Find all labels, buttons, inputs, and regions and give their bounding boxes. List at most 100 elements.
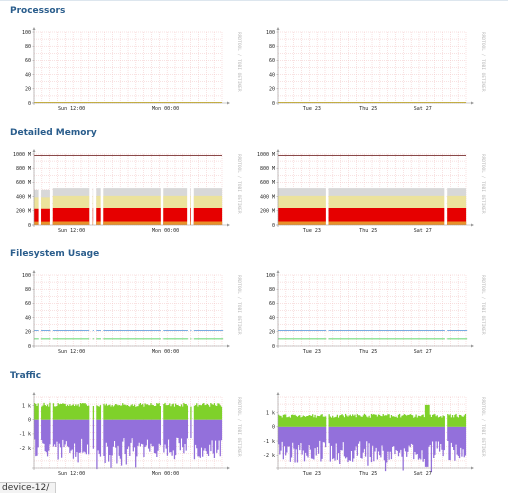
x-axis-arrow bbox=[227, 223, 230, 227]
x-axis-arrow bbox=[471, 466, 474, 470]
y-axis-arrow bbox=[276, 270, 280, 273]
grid bbox=[277, 274, 467, 347]
x-tick-label: Sat 27 bbox=[414, 106, 432, 112]
y-tick-label: 0 bbox=[272, 223, 275, 229]
y-axis-arrow bbox=[32, 270, 36, 273]
y-tick-label: 1000 M bbox=[13, 152, 31, 158]
grid bbox=[33, 31, 223, 104]
graph-canvas: 100 80 60 40 20 0 Tue 23 Thu 25 Sat 27 RRDTOOL / … bbox=[266, 270, 486, 355]
section-title-memory[interactable]: Detailed Memory bbox=[10, 128, 97, 138]
x-tick-label: Sat 27 bbox=[414, 349, 432, 355]
y-tick-label: 800 M bbox=[16, 166, 31, 172]
x-tick-label: Tue 23 bbox=[303, 349, 321, 355]
rrdtool-watermark: RRDTOOL / TOBI OETIKER bbox=[480, 154, 486, 214]
x-tick-label: Sun 12:00 bbox=[58, 471, 85, 477]
y-tick-label: 100 bbox=[266, 273, 275, 279]
grid bbox=[33, 274, 223, 347]
section-title-processors[interactable]: Processors bbox=[10, 6, 66, 16]
y-tick-label: 40 bbox=[25, 315, 31, 321]
y-tick-label: -2 k bbox=[263, 453, 275, 459]
x-tick-label: Thu 25 bbox=[359, 349, 377, 355]
y-tick-label: 1000 M bbox=[257, 152, 275, 158]
y-axis-arrow bbox=[32, 149, 36, 152]
section-title-traffic[interactable]: Traffic bbox=[10, 371, 42, 381]
y-tick-label: 80 bbox=[269, 287, 275, 293]
graph-canvas: 100 80 60 40 20 0 Sun 12:00 Mon 00:00 RRDTOOL / … bbox=[22, 27, 242, 112]
y-tick-label: 20 bbox=[269, 87, 275, 93]
x-tick-label: Thu 25 bbox=[359, 228, 377, 234]
processors-graph-week[interactable]: 100 80 60 40 20 0 Tue 23 Thu 25 Sat 27 RRDTOOL / … bbox=[244, 24, 488, 116]
gap-mark bbox=[187, 178, 190, 225]
gap-mark bbox=[38, 178, 41, 225]
rrdtool-watermark: RRDTOOL / TOBI OETIKER bbox=[236, 32, 242, 92]
traffic-in-area bbox=[278, 404, 467, 427]
x-axis-arrow bbox=[227, 101, 230, 105]
y-tick-label: 1 k bbox=[266, 410, 275, 416]
memory-kernel-area bbox=[34, 221, 223, 225]
rrdtool-watermark: RRDTOOL / TOBI OETIKER bbox=[480, 32, 486, 92]
graph-canvas: 100 80 60 40 20 0 Tue 23 Thu 25 Sat 27 RRDTOOL / … bbox=[266, 27, 486, 112]
traffic-graph-week[interactable]: 1 k 0 -1 k -2 k Tue 23 Thu 25 Sat 27 RRDTOOL / … bbox=[244, 389, 488, 481]
y-axis-arrow bbox=[32, 392, 36, 395]
y-tick-label: 0 bbox=[28, 101, 31, 107]
y-axis-arrow bbox=[32, 27, 36, 30]
x-tick-label: Sun 12:00 bbox=[58, 228, 85, 234]
filesystem-graph-week[interactable]: 100 80 60 40 20 0 Tue 23 Thu 25 Sat 27 RRDTOOL / … bbox=[244, 267, 488, 359]
y-tick-label: 20 bbox=[25, 330, 31, 336]
section-title-filesystem[interactable]: Filesystem Usage bbox=[10, 249, 100, 259]
y-tick-label: 20 bbox=[25, 87, 31, 93]
x-tick-label: Tue 23 bbox=[303, 228, 321, 234]
rrdtool-watermark: RRDTOOL / TOBI OETIKER bbox=[480, 275, 486, 335]
y-tick-label: 20 bbox=[269, 330, 275, 336]
x-axis-arrow bbox=[471, 223, 474, 227]
y-tick-label: 0 bbox=[272, 425, 275, 431]
y-axis-arrow bbox=[276, 27, 280, 30]
y-tick-label: 1 k bbox=[22, 403, 31, 409]
x-axis-arrow bbox=[227, 344, 230, 348]
x-tick-label: Mon 00:00 bbox=[152, 106, 179, 112]
rrdtool-watermark: RRDTOOL / TOBI OETIKER bbox=[236, 397, 242, 457]
gap-mark bbox=[190, 178, 194, 225]
y-tick-label: 80 bbox=[269, 44, 275, 50]
traffic-graph-day[interactable]: 1 k 0 -1 k -2 k Sun 12:00 Mon 00:00 RRDTOOL / … bbox=[0, 389, 244, 481]
y-tick-label: 0 bbox=[28, 223, 31, 229]
x-tick-label: Tue 23 bbox=[303, 471, 321, 477]
y-tick-label: 600 M bbox=[260, 180, 275, 186]
gap-mark bbox=[325, 178, 329, 225]
y-tick-label: 40 bbox=[269, 315, 275, 321]
y-tick-label: -1 k bbox=[263, 439, 275, 445]
y-tick-label: 60 bbox=[25, 58, 31, 64]
y-tick-label: 0 bbox=[28, 344, 31, 350]
memory-graph-week[interactable]: 1000 M 800 M 600 M 400 M 200 M 0 Tue 23 Thu 25 S… bbox=[244, 146, 488, 238]
traffic-out-area bbox=[34, 419, 223, 470]
status-url: device-12/ bbox=[0, 482, 57, 493]
gap-mark bbox=[444, 178, 447, 225]
y-axis-arrow bbox=[276, 392, 280, 395]
filesystem-graph-day[interactable]: 100 80 60 40 20 0 Sun 12:00 Mon 00:00 RRDTOOL / … bbox=[0, 267, 244, 359]
x-tick-label: Sat 27 bbox=[414, 471, 432, 477]
gap-mark bbox=[100, 178, 103, 225]
x-axis-arrow bbox=[471, 101, 474, 105]
y-tick-label: 40 bbox=[269, 72, 275, 78]
graph-canvas: 1000 M 800 M 600 M 400 M 200 M 0 Tue 23 Thu 25 S… bbox=[257, 149, 486, 234]
y-tick-label: 200 M bbox=[16, 209, 31, 215]
rrdtool-watermark: RRDTOOL / TOBI OETIKER bbox=[236, 275, 242, 335]
rrdtool-watermark: RRDTOOL / TOBI OETIKER bbox=[480, 397, 486, 457]
y-tick-label: 60 bbox=[269, 58, 275, 64]
y-tick-label: 40 bbox=[25, 72, 31, 78]
x-tick-label: Mon 00:00 bbox=[152, 471, 179, 477]
x-tick-label: Mon 00:00 bbox=[152, 228, 179, 234]
y-tick-label: 0 bbox=[272, 344, 275, 350]
y-tick-label: 400 M bbox=[16, 194, 31, 200]
graph-canvas: 1 k 0 -1 k -2 k Tue 23 Thu 25 Sat 27 RRDTOOL / … bbox=[263, 392, 486, 477]
gap-mark bbox=[49, 178, 53, 225]
grid bbox=[277, 31, 467, 104]
processors-graph-day[interactable]: 100 80 60 40 20 0 Sun 12:00 Mon 00:00 RRDTOOL / … bbox=[0, 24, 244, 116]
y-tick-label: 0 bbox=[272, 101, 275, 107]
rrdtool-watermark: RRDTOOL / TOBI OETIKER bbox=[236, 154, 242, 214]
graph-canvas: 100 80 60 40 20 0 Sun 12:00 Mon 00:00 RRDTOOL / … bbox=[22, 270, 242, 355]
y-tick-label: -2 k bbox=[19, 446, 31, 452]
graph-canvas: 1000 M 800 M 600 M 400 M 200 M 0 Sun 12:00 Mon … bbox=[13, 149, 242, 234]
x-tick-label: Thu 25 bbox=[359, 106, 377, 112]
memory-graph-day[interactable]: 1000 M 800 M 600 M 400 M 200 M 0 Sun 12:00 Mon … bbox=[0, 146, 244, 238]
